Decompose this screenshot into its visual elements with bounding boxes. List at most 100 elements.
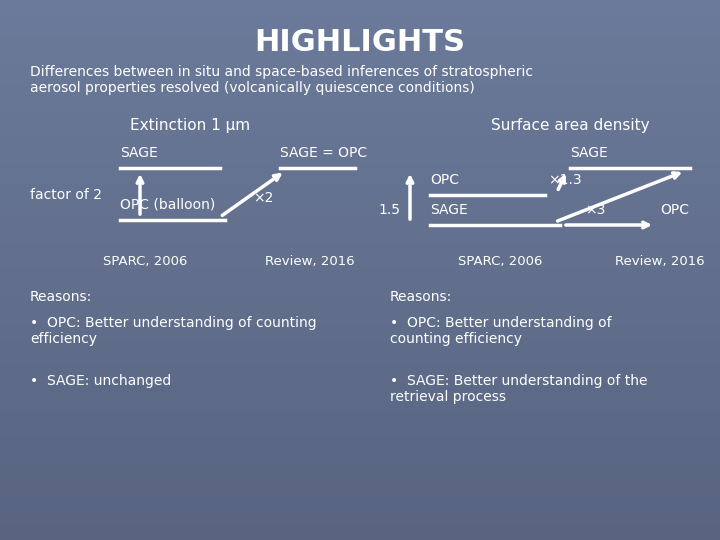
Bar: [0, 157, 720, 162]
Bar: [0, 270, 720, 275]
Text: ×1.3: ×1.3: [548, 173, 582, 187]
Bar: [0, 535, 720, 540]
Bar: [0, 259, 720, 265]
Bar: [0, 200, 720, 205]
Bar: [0, 394, 720, 400]
Text: OPC: OPC: [430, 173, 459, 187]
Bar: [0, 529, 720, 535]
Text: SPARC, 2006: SPARC, 2006: [458, 255, 542, 268]
Bar: [0, 54, 720, 59]
Bar: [0, 454, 720, 459]
Text: SPARC, 2006: SPARC, 2006: [103, 255, 187, 268]
Text: •  OPC: Better understanding of counting
efficiency: • OPC: Better understanding of counting …: [30, 316, 317, 346]
Bar: [0, 194, 720, 200]
Text: Extinction 1 μm: Extinction 1 μm: [130, 118, 250, 133]
Text: SAGE: SAGE: [120, 146, 158, 160]
Bar: [0, 146, 720, 151]
Text: •  OPC: Better understanding of
counting efficiency: • OPC: Better understanding of counting …: [390, 316, 611, 346]
Bar: [0, 232, 720, 238]
Bar: [0, 254, 720, 259]
Bar: [0, 367, 720, 373]
Bar: [0, 5, 720, 11]
Bar: [0, 448, 720, 454]
Bar: [0, 162, 720, 167]
Bar: [0, 70, 720, 76]
Text: OPC (balloon): OPC (balloon): [120, 198, 215, 212]
Bar: [0, 324, 720, 329]
Bar: [0, 221, 720, 227]
Text: factor of 2: factor of 2: [30, 188, 102, 202]
Bar: [0, 459, 720, 464]
Bar: [0, 92, 720, 97]
Bar: [0, 308, 720, 313]
Bar: [0, 497, 720, 502]
Bar: [0, 508, 720, 513]
Text: SAGE: SAGE: [430, 203, 468, 217]
Bar: [0, 178, 720, 184]
Bar: [0, 464, 720, 470]
Bar: [0, 32, 720, 38]
Text: Review, 2016: Review, 2016: [615, 255, 705, 268]
Bar: [0, 238, 720, 243]
Bar: [0, 97, 720, 103]
Bar: [0, 81, 720, 86]
Bar: [0, 286, 720, 292]
Bar: [0, 432, 720, 437]
Bar: [0, 518, 720, 524]
Text: Reasons:: Reasons:: [30, 290, 92, 304]
Bar: [0, 346, 720, 351]
Bar: [0, 362, 720, 367]
Bar: [0, 27, 720, 32]
Bar: [0, 243, 720, 248]
Bar: [0, 86, 720, 92]
Bar: [0, 373, 720, 378]
Bar: [0, 173, 720, 178]
Bar: [0, 43, 720, 49]
Bar: [0, 22, 720, 27]
Bar: [0, 16, 720, 22]
Bar: [0, 513, 720, 518]
Bar: [0, 405, 720, 410]
Text: •  SAGE: unchanged: • SAGE: unchanged: [30, 374, 171, 388]
Text: •  SAGE: Better understanding of the
retrieval process: • SAGE: Better understanding of the retr…: [390, 374, 647, 404]
Bar: [0, 108, 720, 113]
Bar: [0, 481, 720, 486]
Bar: [0, 76, 720, 81]
Bar: [0, 340, 720, 346]
Bar: [0, 11, 720, 16]
Bar: [0, 0, 720, 5]
Bar: [0, 248, 720, 254]
Bar: [0, 410, 720, 416]
Bar: [0, 443, 720, 448]
Bar: [0, 59, 720, 65]
Bar: [0, 205, 720, 211]
Bar: [0, 416, 720, 421]
Bar: [0, 400, 720, 405]
Bar: [0, 124, 720, 130]
Bar: [0, 383, 720, 389]
Text: Reasons:: Reasons:: [390, 290, 452, 304]
Bar: [0, 130, 720, 135]
Text: ×3: ×3: [585, 203, 606, 217]
Bar: [0, 319, 720, 324]
Text: ×2: ×2: [253, 191, 274, 205]
Bar: [0, 491, 720, 497]
Bar: [0, 470, 720, 475]
Bar: [0, 211, 720, 216]
Bar: [0, 292, 720, 297]
Bar: [0, 65, 720, 70]
Text: SAGE = OPC: SAGE = OPC: [280, 146, 367, 160]
Bar: [0, 421, 720, 427]
Bar: [0, 427, 720, 432]
Bar: [0, 227, 720, 232]
Bar: [0, 351, 720, 356]
Text: SAGE: SAGE: [570, 146, 608, 160]
Bar: [0, 335, 720, 340]
Bar: [0, 167, 720, 173]
Bar: [0, 281, 720, 286]
Bar: [0, 216, 720, 221]
Bar: [0, 302, 720, 308]
Bar: [0, 184, 720, 189]
Text: Differences between in situ and space-based inferences of stratospheric
aerosol : Differences between in situ and space-ba…: [30, 65, 533, 95]
Bar: [0, 151, 720, 157]
